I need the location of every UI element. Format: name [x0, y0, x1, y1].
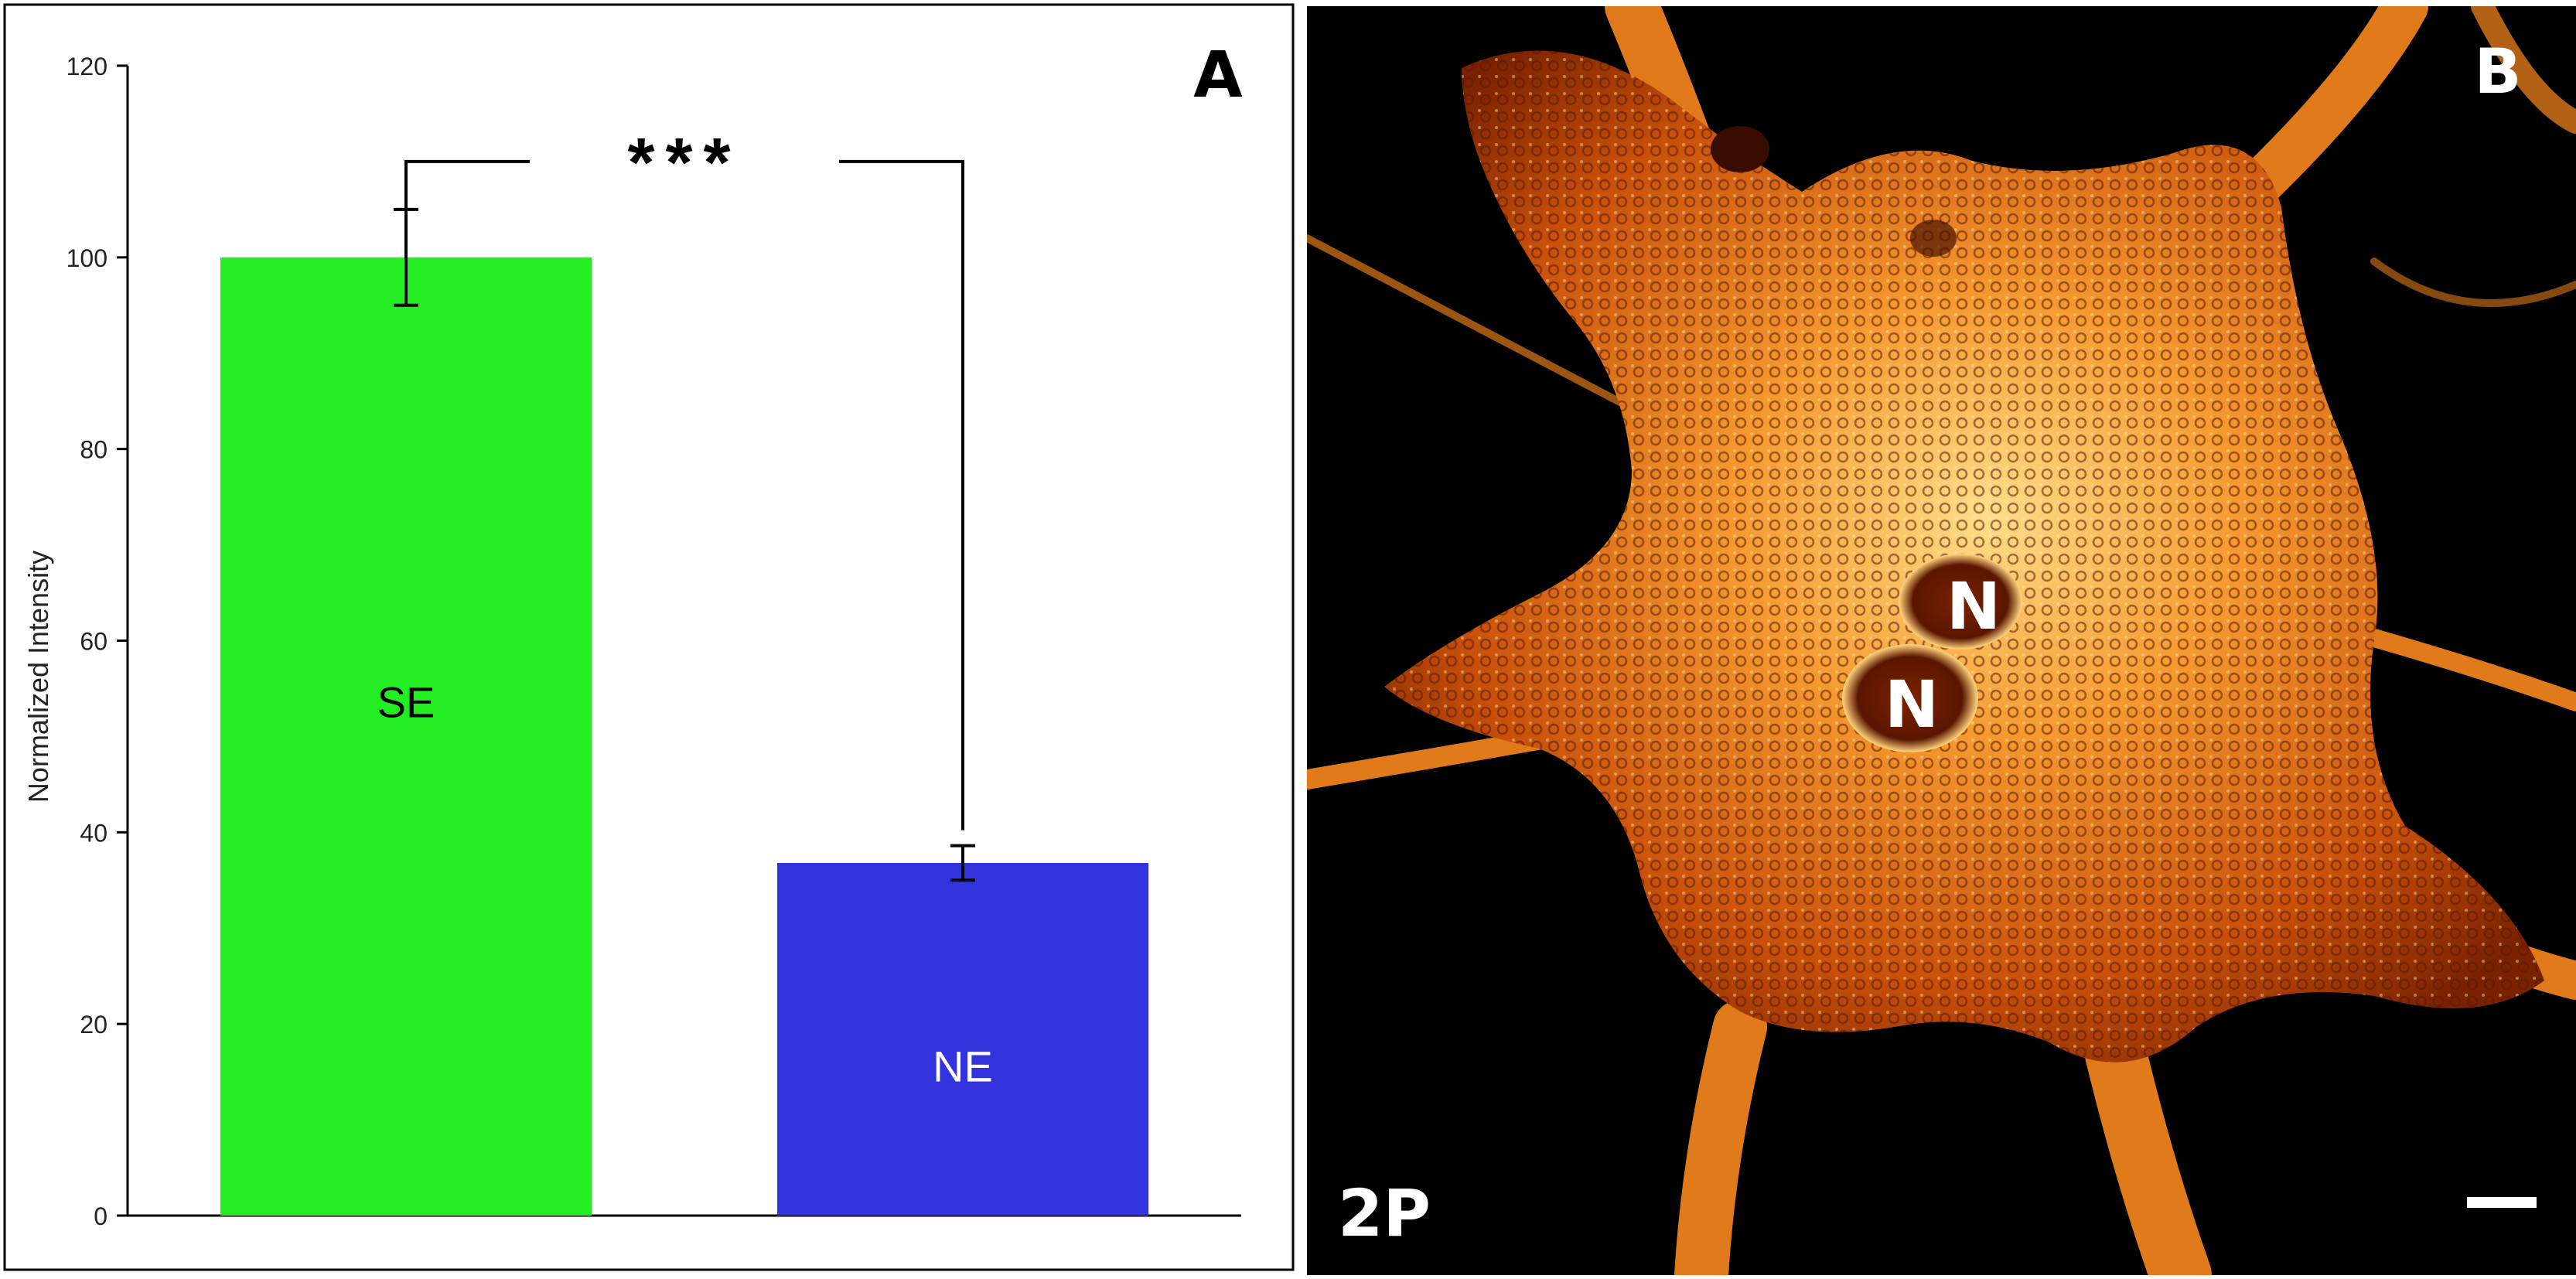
bars: SE NE	[220, 207, 1148, 1216]
y-tick-label: 60	[80, 628, 107, 656]
bar-chart-panel: 0 20 40 60 80 100 120 Normalized Intensity SE N…	[3, 3, 1295, 1271]
bracket-right	[839, 159, 964, 830]
y-tick-label: 0	[94, 1202, 107, 1230]
y-tick-label: 80	[80, 436, 107, 464]
scale-bar	[2467, 1197, 2537, 1208]
y-tick-label: 40	[80, 819, 107, 847]
y-tick-label: 20	[80, 1011, 107, 1039]
bar-se	[220, 257, 592, 1216]
significance-stars: ***	[627, 124, 741, 202]
microscopy-image-panel: N N B 2P	[1297, 0, 2576, 1279]
cell-image: N N B 2P	[1297, 0, 2576, 1279]
panel-label-a: A	[1193, 39, 1243, 112]
bracket-left	[404, 159, 530, 210]
y-axis-label: Normalized Intensity	[22, 551, 54, 803]
significance-bracket: ***	[404, 124, 964, 830]
bar-label-ne: NE	[933, 1042, 993, 1091]
nucleus-1	[1899, 554, 2022, 650]
bar-label-se: SE	[377, 678, 435, 727]
panel-label-b: B	[2475, 36, 2522, 107]
bar-ne	[777, 862, 1148, 1216]
imaging-mode-label: 2P	[1338, 1175, 1431, 1251]
nucleus-label-2: N	[1885, 667, 1939, 742]
nucleus-label-1: N	[1947, 568, 2001, 644]
y-tick-label: 120	[67, 53, 107, 80]
y-tick-label: 100	[67, 244, 107, 272]
vacuole	[1711, 126, 1769, 172]
nucleus-2	[1842, 644, 1978, 752]
